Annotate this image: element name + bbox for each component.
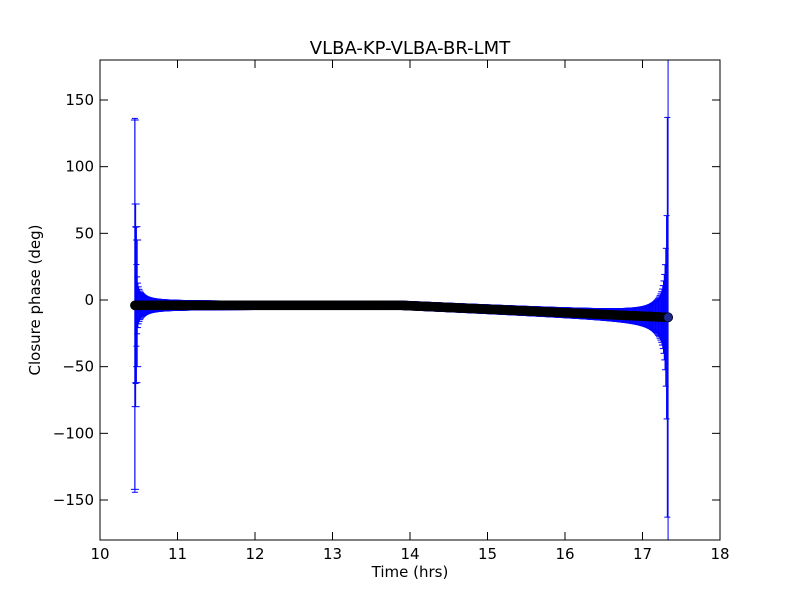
x-tick-label: 17: [633, 545, 652, 563]
x-tick-label: 10: [90, 545, 109, 563]
x-tick-label: 18: [710, 545, 729, 563]
x-axis-label: Time (hrs): [371, 563, 449, 581]
x-tick-label: 15: [478, 545, 497, 563]
plot-area: [99, 59, 721, 541]
x-tick-label: 16: [555, 545, 574, 563]
y-tick-label: −100: [53, 424, 94, 442]
y-tick-label: −150: [53, 491, 94, 509]
y-axis-label: Closure phase (deg): [26, 225, 44, 376]
y-tick-label: 50: [75, 224, 94, 242]
y-tick-label: −50: [62, 358, 94, 376]
plot-background: [100, 60, 720, 540]
chart-title: VLBA-KP-VLBA-BR-LMT: [310, 38, 511, 59]
y-tick-label: 150: [65, 91, 94, 109]
y-tick-label: 100: [65, 158, 94, 176]
y-tick-label: 0: [84, 291, 94, 309]
data-point-group: [130, 300, 673, 323]
data-point: [663, 312, 673, 323]
x-tick-label: 12: [245, 545, 264, 563]
x-tick-label: 13: [323, 545, 342, 563]
y-axis-ticks: 150 100 50 0 −50 −100 −150: [53, 91, 720, 509]
x-axis-ticks: 10 11 12 13 14 15 16 17 18: [90, 60, 730, 563]
x-tick-label: 14: [400, 545, 419, 563]
x-tick-label: 11: [168, 545, 187, 563]
